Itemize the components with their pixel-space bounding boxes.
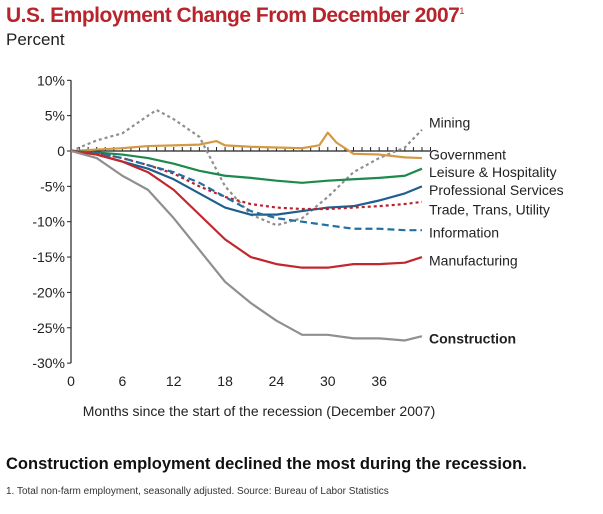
series-line-government [70, 131, 423, 160]
series-label-professional-services: Professional Services [429, 182, 564, 198]
chart-title: U.S. Employment Change From December 200… [6, 4, 464, 27]
chart-caption: Construction employment declined the mos… [6, 455, 527, 473]
x-tick-label: 12 [166, 373, 182, 389]
series-label-government: Government [429, 147, 506, 163]
x-tick-label: 18 [217, 373, 233, 389]
series-line-construction [70, 149, 423, 342]
series-line-leisure-hospitality [70, 149, 423, 184]
x-tick-label: 24 [269, 373, 285, 389]
series-label-leisure-hospitality: Leisure & Hospitality [429, 164, 557, 180]
y-tick-label: -25% [32, 320, 65, 336]
y-axis-label: Percent [6, 30, 65, 49]
x-tick-label: 30 [320, 373, 336, 389]
series-label-trade-trans-utility: Trade, Trans, Utility [429, 202, 550, 218]
footnote: 1. Total non-farm employment, seasonally… [6, 486, 389, 497]
series-label-construction: Construction [429, 330, 516, 346]
y-tick-label: 5% [45, 108, 65, 124]
y-tick-label: 10% [37, 72, 65, 88]
x-tick-label: 0 [67, 373, 75, 389]
series-label-manufacturing: Manufacturing [429, 253, 518, 269]
series-line-information [70, 149, 422, 232]
x-tick-label: 36 [371, 373, 387, 389]
y-tick-label: -5% [40, 178, 65, 194]
series-line-mining [70, 108, 423, 227]
series-line-manufacturing [70, 149, 423, 269]
y-tick-label: -15% [32, 249, 65, 265]
series-label-information: Information [429, 224, 499, 240]
y-tick-label: -10% [32, 214, 65, 230]
y-tick-label: -30% [32, 355, 65, 371]
series-line-professional-services [70, 149, 423, 216]
x-axis-label: Months since the start of the recession … [83, 403, 436, 419]
x-tick-label: 6 [118, 373, 126, 389]
y-tick-label: -20% [32, 284, 65, 300]
series-label-mining: Mining [429, 115, 470, 131]
y-tick-label: 0 [57, 143, 65, 159]
series-line-trade-trans-utility [70, 149, 423, 211]
line-chart: 10%5%0-5%-10%-15%-20%-25%-30%0 6 12 18 24 30 3… [32, 72, 564, 419]
